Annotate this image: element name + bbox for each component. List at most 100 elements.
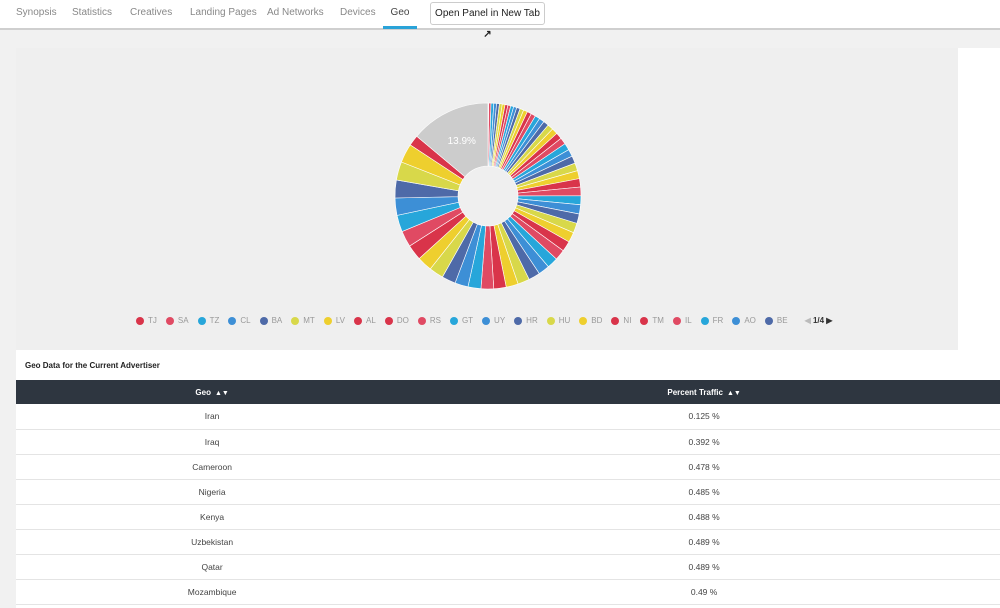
legend-label: NI — [623, 316, 632, 325]
legend-item[interactable]: TM — [640, 316, 664, 325]
legend-label: RS — [429, 316, 441, 325]
legend-item[interactable]: RS — [417, 316, 441, 325]
page-indicator: 1/4 — [812, 316, 825, 325]
sort-icon[interactable]: ▲▼ — [726, 389, 741, 397]
geo-cell: Iraq — [16, 429, 409, 455]
legend-label: SA — [177, 316, 189, 325]
table-row: Nigeria 0.485 % — [16, 479, 1000, 505]
percent-cell: 0.488 % — [408, 504, 1000, 530]
legend-dot-icon — [259, 316, 268, 325]
legend-pager[interactable]: ◀ 1/4 ▶ — [805, 316, 833, 325]
table-row: Cameroon 0.478 % — [16, 454, 1000, 480]
tab-creatives[interactable]: Creatives — [130, 7, 173, 18]
geo-cell: Qatar — [16, 554, 409, 580]
chart-legend: TJ SA TZ CL BA MT LV AL DO RS GT UY HR HU BD NI TM IL FR AO… — [136, 316, 832, 325]
table-row: Iraq 0.392 % — [16, 429, 1000, 455]
prev-page-icon[interactable]: ◀ — [804, 316, 813, 325]
legend-item[interactable]: LV — [323, 316, 346, 325]
legend-item[interactable]: HR — [514, 316, 538, 325]
legend-label: BA — [271, 316, 283, 325]
legend-item[interactable]: NI — [611, 316, 631, 325]
legend-dot-icon — [384, 316, 393, 325]
legend-dot-icon — [417, 316, 426, 325]
percent-cell: 0.489 % — [408, 554, 1000, 580]
legend-dot-icon — [514, 316, 523, 325]
table-row: Uzbekistan 0.489 % — [16, 529, 1000, 555]
legend-item[interactable]: HU — [546, 316, 571, 325]
percent-cell: 0.49 % — [408, 579, 1000, 605]
percent-cell: 0.125 % — [408, 404, 1000, 430]
legend-label: TM — [652, 316, 664, 325]
legend-item[interactable]: BD — [579, 316, 602, 325]
geo-cell: Kenya — [16, 504, 409, 530]
column-header-geo[interactable]: Geo ▲▼ — [16, 380, 409, 404]
legend-dot-icon — [165, 316, 174, 325]
table-title: Geo Data for the Current Advertiser — [25, 361, 160, 370]
legend-item[interactable]: UY — [482, 316, 505, 325]
legend-item[interactable]: TZ — [197, 316, 220, 325]
legend-item[interactable]: AO — [732, 316, 756, 325]
legend-label: UY — [494, 316, 506, 325]
table-row: Kenya 0.488 % — [16, 504, 1000, 530]
tab-landing-pages[interactable]: Landing Pages — [190, 7, 257, 18]
legend-item[interactable]: CL — [228, 316, 251, 325]
tab-devices[interactable]: Devices — [340, 7, 376, 18]
legend-label: DO — [396, 316, 409, 325]
legend-dot-icon — [640, 316, 649, 325]
legend-dot-icon — [354, 316, 363, 325]
legend-dot-icon — [611, 316, 620, 325]
geo-donut-chart: 13.9% TJ SA TZ CL BA MT LV AL DO RS GT UY HR HU BD NI TM… — [16, 48, 958, 350]
sort-icon[interactable]: ▲▼ — [214, 389, 229, 397]
legend-dot-icon — [449, 316, 458, 325]
geo-cell: Cameroon — [16, 454, 409, 480]
legend-item[interactable]: AL — [354, 316, 376, 325]
next-page-icon[interactable]: ▶ — [824, 316, 833, 325]
legend-item[interactable]: IL — [672, 316, 692, 325]
open-panel-new-tab-button[interactable]: Open Panel in New Tab ↗ — [430, 2, 545, 40]
legend-dot-icon — [764, 316, 773, 325]
geo-header-label: Geo — [195, 387, 211, 397]
legend-label: TJ — [148, 316, 157, 325]
donut-slice-other[interactable] — [416, 102, 489, 178]
percent-cell: 0.392 % — [408, 429, 1000, 455]
table-row: Qatar 0.489 % — [16, 554, 1000, 580]
legend-item[interactable]: DO — [384, 316, 409, 325]
tab-ad-networks[interactable]: Ad Networks — [267, 7, 324, 18]
legend-label: FR — [712, 316, 724, 325]
legend-label: CL — [240, 316, 251, 325]
geo-cell: Mozambique — [16, 579, 409, 605]
geo-cell: Uzbekistan — [16, 529, 409, 555]
table-row: Mozambique 0.49 % — [16, 579, 1000, 605]
legend-dot-icon — [700, 316, 709, 325]
legend-item[interactable]: SA — [165, 316, 189, 325]
legend-label: HU — [558, 316, 571, 325]
legend-label: GT — [461, 316, 474, 325]
legend-item[interactable]: FR — [700, 316, 724, 325]
legend-dot-icon — [228, 316, 237, 325]
legend-item[interactable]: MT — [291, 316, 315, 325]
tab-statistics[interactable]: Statistics — [72, 7, 113, 18]
legend-dot-icon — [136, 316, 144, 325]
legend-label: LV — [335, 316, 346, 325]
legend-dot-icon — [323, 316, 332, 325]
other-slice-label: 13.9% — [448, 136, 476, 147]
tab-synopsis[interactable]: Synopsis — [16, 7, 57, 18]
legend-item[interactable]: GT — [449, 316, 474, 325]
percent-cell: 0.485 % — [408, 479, 1000, 505]
legend-dot-icon — [732, 316, 741, 325]
legend-label: IL — [684, 316, 692, 325]
donut-svg: 13.9% — [394, 102, 582, 290]
legend-item[interactable]: TJ — [136, 316, 157, 325]
legend-dot-icon — [482, 316, 491, 325]
legend-dot-icon — [579, 316, 588, 325]
legend-label: TZ — [209, 316, 220, 325]
column-header-percent[interactable]: Percent Traffic ▲▼ — [408, 380, 1000, 404]
legend-item[interactable]: BE — [764, 316, 788, 325]
geo-table: Geo ▲▼ Percent Traffic ▲▼ Iran 0.125 % Iraq 0… — [16, 380, 1000, 605]
legend-dot-icon — [197, 316, 206, 325]
percent-cell: 0.489 % — [408, 529, 1000, 555]
legend-item[interactable]: BA — [259, 316, 283, 325]
tab-bar: Synopsis Statistics Creatives Landing Pa… — [0, 0, 1000, 40]
tab-geo[interactable]: Geo — [383, 0, 417, 29]
legend-label: BE — [776, 316, 788, 325]
